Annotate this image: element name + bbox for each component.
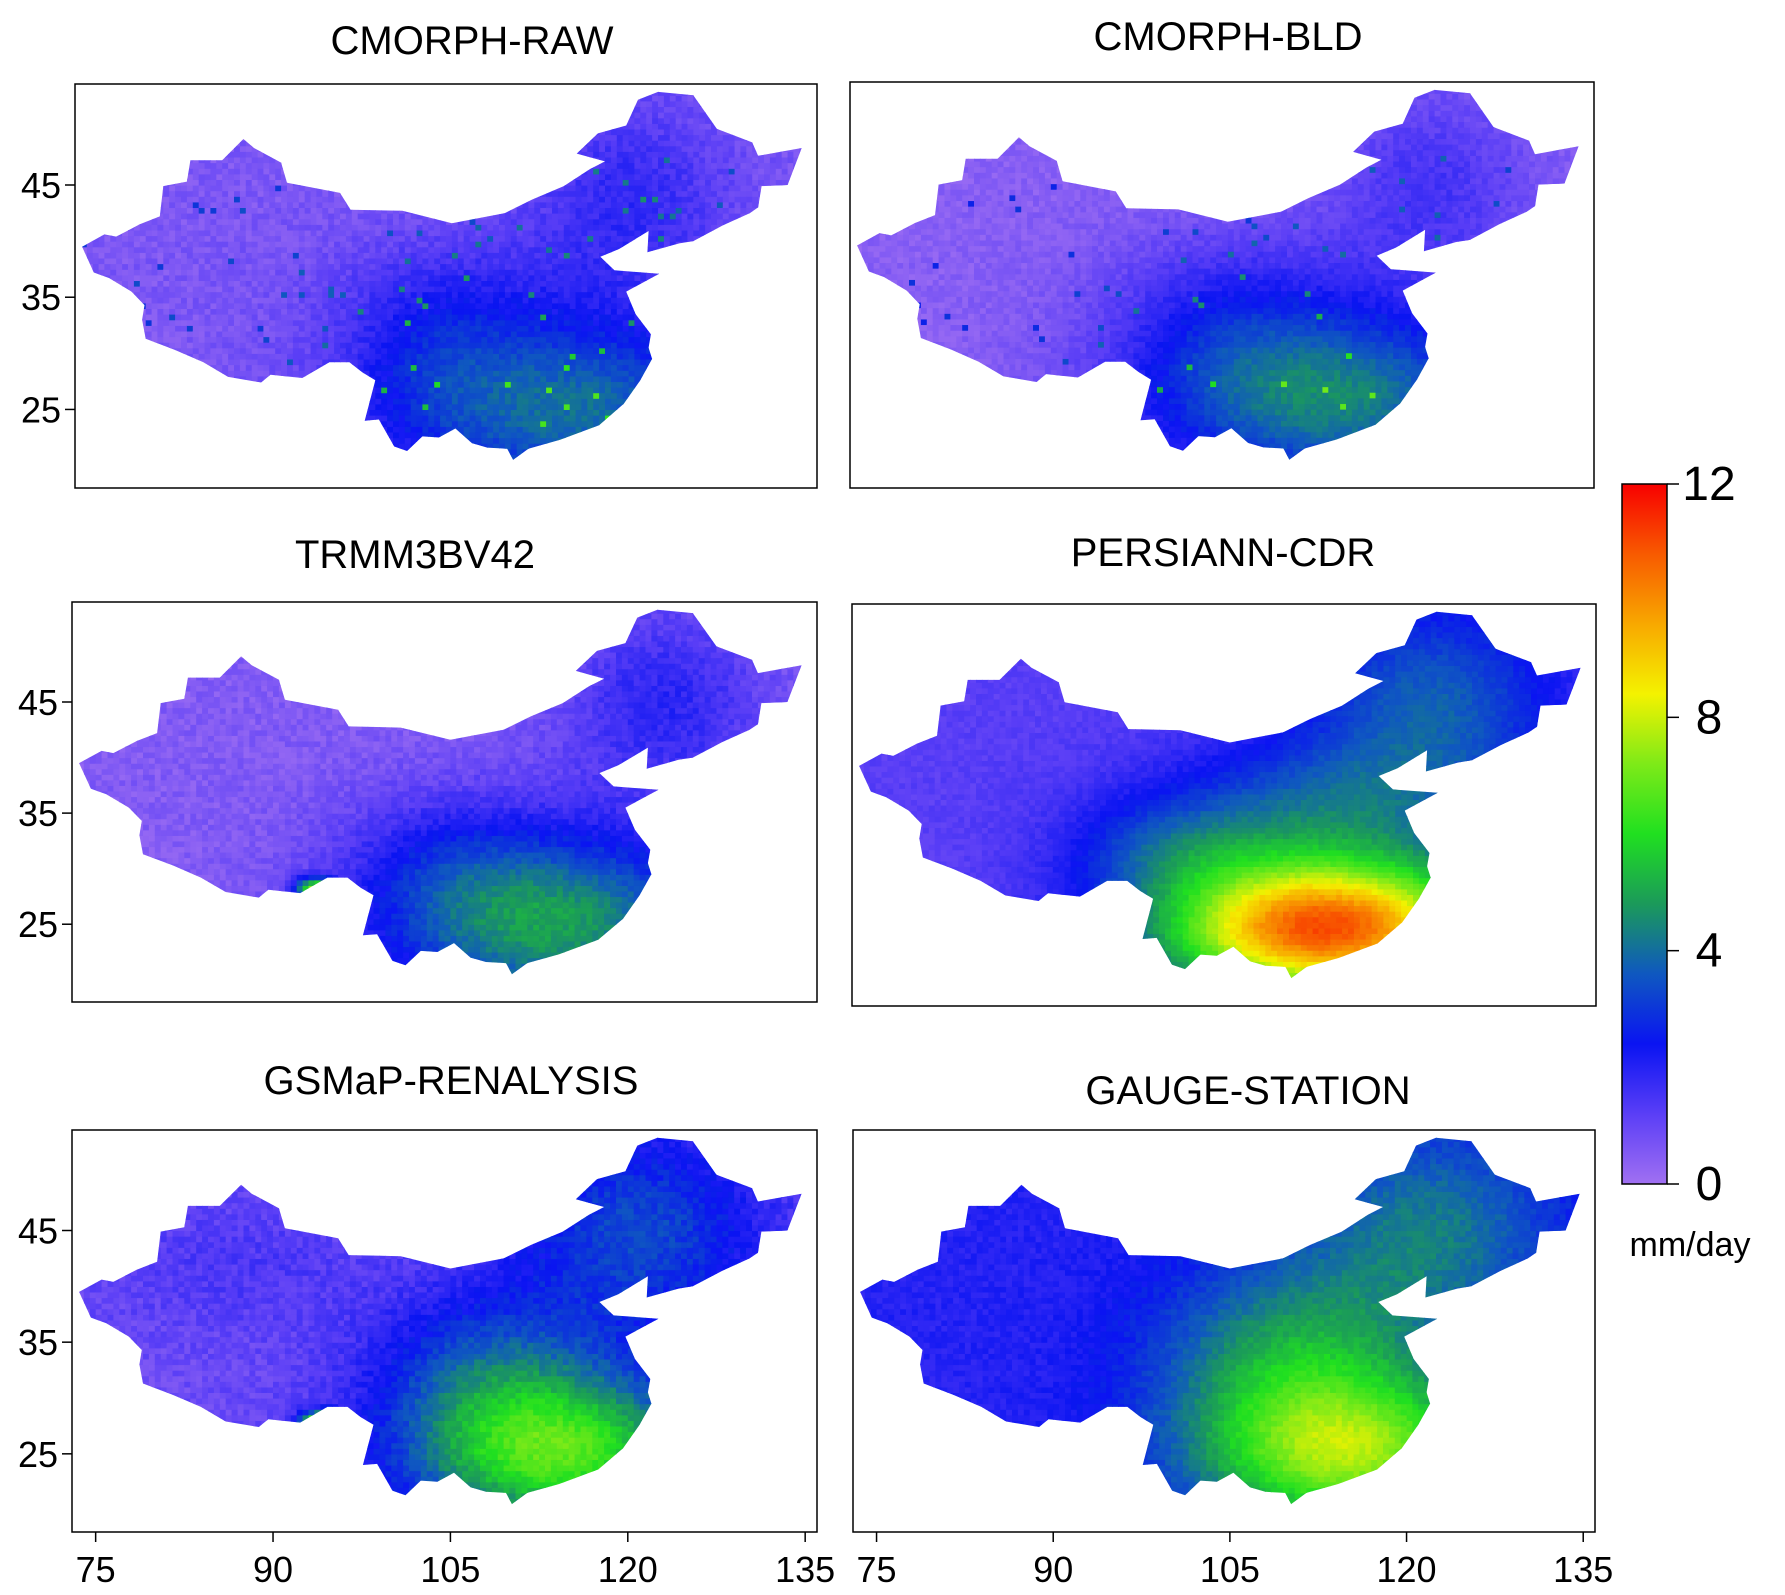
latitude-tick-label: 35 <box>18 1322 58 1363</box>
colorbar-tick-label: 8 <box>1696 691 1723 744</box>
longitude-tick-label: 120 <box>1377 1549 1437 1590</box>
latitude-tick-label: 25 <box>18 904 58 945</box>
panel-title: TRMM3BV42 <box>295 533 535 577</box>
latitude-tick-label: 25 <box>21 389 61 430</box>
panel-gauge-station: GAUGE-STATION 75 90 105 120 135 <box>852 1069 1613 1590</box>
panel-cmorph-raw: CMORPH-RAW 45 35 25 <box>21 19 818 489</box>
panel-title: CMORPH-RAW <box>331 19 614 63</box>
longitude-axis: 75 90 105 120 135 <box>857 1532 1613 1590</box>
longitude-axis: 75 90 105 120 135 <box>76 1532 835 1590</box>
latitude-axis: 45 35 25 <box>18 1211 72 1475</box>
panel-title: CMORPH-BLD <box>1094 15 1363 59</box>
colorbar-gradient <box>1621 483 1668 1185</box>
panel-title: PERSIANN-CDR <box>1071 531 1375 575</box>
panel-gsmap-renalysis: GSMaP-RENALYSIS 45 35 25 75 90 105 120 135 <box>18 1059 835 1590</box>
panel-persiann-cdr: PERSIANN-CDR <box>851 531 1597 1007</box>
latitude-tick-label: 45 <box>18 682 58 723</box>
longitude-tick-label: 75 <box>857 1549 897 1590</box>
colorbar-tick-label: 4 <box>1696 925 1723 978</box>
colorbar: 0 4 8 12 mm/day <box>1621 458 1751 1264</box>
latitude-tick-label: 35 <box>18 793 58 834</box>
latitude-tick-label: 45 <box>21 165 61 206</box>
longitude-tick-label: 105 <box>1200 1549 1260 1590</box>
colorbar-tick-label: 12 <box>1682 458 1735 511</box>
latitude-tick-label: 45 <box>18 1211 58 1252</box>
latitude-tick-label: 25 <box>18 1434 58 1475</box>
longitude-tick-label: 120 <box>598 1549 658 1590</box>
longitude-tick-label: 135 <box>775 1549 835 1590</box>
longitude-tick-label: 90 <box>253 1549 293 1590</box>
longitude-tick-label: 105 <box>420 1549 480 1590</box>
colorbar-tick-label: 0 <box>1696 1158 1723 1211</box>
panel-title: GAUGE-STATION <box>1085 1069 1410 1113</box>
panel-title: GSMaP-RENALYSIS <box>264 1059 639 1103</box>
longitude-tick-label: 135 <box>1553 1549 1613 1590</box>
colorbar-ticks: 0 4 8 12 <box>1667 458 1736 1211</box>
longitude-tick-label: 75 <box>76 1549 116 1590</box>
panel-cmorph-bld: CMORPH-BLD <box>849 15 1595 489</box>
longitude-tick-label: 90 <box>1033 1549 1073 1590</box>
latitude-tick-label: 35 <box>21 277 61 318</box>
latitude-axis: 45 35 25 <box>21 165 75 430</box>
colorbar-unit-label: mm/day <box>1630 1226 1751 1264</box>
latitude-axis: 45 35 25 <box>18 682 72 945</box>
panel-trmm3bv42: TRMM3BV42 45 35 25 <box>18 533 818 1003</box>
